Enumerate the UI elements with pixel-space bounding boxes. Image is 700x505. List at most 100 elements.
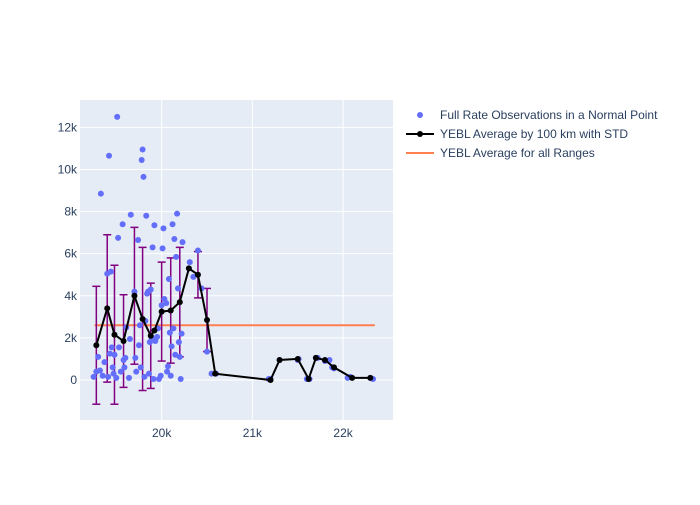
- observation-point: [101, 359, 108, 366]
- legend: Full Rate Observations in a Normal Point…: [406, 108, 658, 160]
- x-tick-label: 22k: [333, 426, 353, 440]
- observation-point: [194, 247, 201, 254]
- average-point: [147, 332, 154, 339]
- observation-point: [177, 375, 184, 382]
- average-point: [93, 342, 100, 349]
- observation-point: [116, 344, 123, 351]
- average-point: [321, 357, 328, 363]
- observation-point: [151, 222, 158, 229]
- observation-point: [171, 235, 178, 242]
- y-tick-label: 10k: [58, 162, 78, 176]
- observation-point: [138, 157, 145, 163]
- observation-point: [175, 339, 182, 346]
- observation-point: [90, 373, 97, 380]
- average-point: [167, 307, 174, 314]
- observation-point: [97, 190, 104, 197]
- x-tick-label: 21k: [243, 426, 263, 440]
- observation-point: [190, 273, 197, 280]
- observation-point: [96, 367, 103, 374]
- observation-point: [165, 275, 172, 282]
- average-point: [331, 364, 338, 371]
- observation-point: [174, 210, 181, 217]
- observation-point: [108, 344, 115, 351]
- observation-point: [170, 325, 177, 332]
- observation-point: [136, 322, 143, 329]
- observation-point: [186, 259, 193, 266]
- observation-point: [149, 244, 156, 251]
- observation-point: [133, 368, 140, 375]
- average-point: [194, 271, 201, 278]
- average-point: [111, 331, 118, 338]
- observation-point: [131, 288, 138, 295]
- average-point: [204, 317, 211, 323]
- observation-point: [122, 354, 129, 361]
- average-point: [367, 374, 374, 381]
- observation-point: [106, 152, 113, 159]
- legend-marker-observations: [417, 112, 423, 118]
- observation-point: [117, 368, 124, 375]
- observation-point: [179, 239, 186, 246]
- observation-point: [119, 221, 126, 228]
- observation-point: [147, 286, 154, 293]
- observation-point: [95, 353, 102, 360]
- observation-point: [160, 225, 167, 232]
- observation-point: [113, 374, 120, 381]
- plot-background: [80, 100, 393, 420]
- average-point: [158, 308, 165, 315]
- observation-point: [166, 329, 173, 336]
- observation-point: [178, 330, 185, 337]
- observation-point: [135, 342, 142, 349]
- observation-point: [115, 234, 122, 241]
- average-point: [176, 299, 183, 306]
- average-point: [120, 338, 127, 345]
- average-point: [267, 377, 274, 383]
- y-tick-label: 6k: [64, 247, 78, 261]
- observation-point: [105, 373, 112, 380]
- observation-point: [114, 113, 121, 120]
- observation-point: [99, 372, 106, 379]
- legend-marker-average: [417, 131, 423, 137]
- average-point: [312, 354, 319, 361]
- average-point: [276, 357, 283, 363]
- observation-point: [163, 300, 170, 307]
- average-point: [131, 292, 138, 299]
- observation-point: [140, 173, 147, 180]
- average-point: [151, 327, 158, 334]
- observation-point: [106, 350, 113, 357]
- observation-point: [157, 372, 164, 379]
- axis-ticks: 0 2k 4k 6k 8k 10k 12k 20k 21k 22k: [58, 120, 354, 440]
- observation-point: [127, 211, 134, 218]
- observation-point: [109, 364, 116, 371]
- y-tick-label: 4k: [64, 289, 78, 303]
- observation-point: [164, 368, 171, 375]
- y-tick-label: 12k: [58, 120, 78, 134]
- observation-point: [132, 354, 139, 361]
- observation-point: [172, 351, 179, 358]
- y-tick-label: 8k: [64, 205, 78, 219]
- average-point: [212, 370, 219, 377]
- observation-point: [176, 353, 183, 360]
- average-point: [139, 315, 146, 322]
- observation-point: [143, 212, 150, 219]
- observation-point: [137, 364, 144, 371]
- average-line-layer: [93, 265, 374, 383]
- observation-point: [145, 370, 152, 377]
- observation-point: [158, 302, 165, 309]
- observation-point: [150, 375, 157, 382]
- observation-point: [139, 146, 146, 153]
- average-point: [305, 375, 312, 382]
- observation-point: [204, 348, 211, 355]
- legend-label-overall: YEBL Average for all Ranges: [440, 146, 595, 160]
- observation-point: [174, 285, 181, 292]
- observation-point: [173, 253, 180, 260]
- observation-point: [169, 221, 176, 228]
- observation-point: [165, 363, 172, 370]
- observation-point: [154, 333, 161, 340]
- observation-point: [126, 335, 133, 342]
- y-tick-label: 0: [70, 373, 77, 387]
- average-point: [294, 355, 301, 362]
- average-point: [185, 265, 192, 272]
- average-point: [349, 374, 356, 381]
